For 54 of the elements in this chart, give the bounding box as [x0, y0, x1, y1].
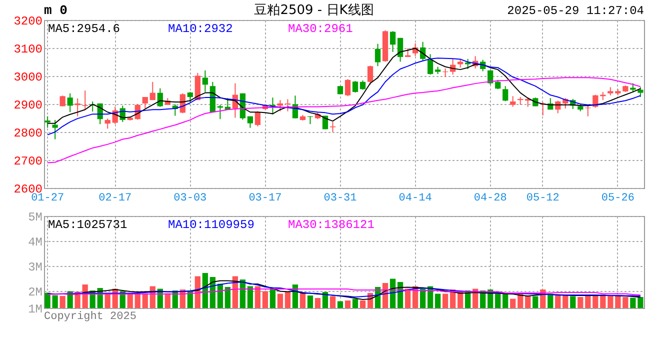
candlestick — [67, 92, 73, 113]
text: MA10:1109959 — [168, 218, 254, 232]
chart-subtitle: 2025-05-29 11:27:04 — [507, 4, 644, 18]
y-tick-label: 2800 — [14, 126, 42, 140]
candlestick — [510, 96, 516, 108]
candlestick — [344, 78, 351, 97]
candlestick — [638, 86, 644, 98]
text: Copyright 2025 — [44, 311, 136, 323]
candlestick — [427, 54, 434, 76]
text: MA5:2954.6 — [48, 22, 120, 36]
text: MA30:1386121 — [288, 218, 374, 232]
x-tick-label: 03-17 — [248, 192, 282, 204]
y-tick-label: 2900 — [14, 98, 42, 112]
y-tick-label: 1M — [28, 302, 42, 316]
candlestick — [82, 90, 88, 110]
candlestick — [150, 81, 156, 101]
line-series — [47, 58, 641, 136]
candlestick — [495, 79, 501, 90]
text: MA5:1025731 — [48, 218, 128, 232]
line-series — [47, 77, 641, 164]
text: MA10:2932 — [168, 22, 233, 36]
y-tick-label: 2M — [28, 286, 42, 300]
candlestick — [202, 70, 208, 92]
candlestick — [254, 110, 261, 127]
candlestick — [390, 30, 396, 52]
x-tick-label: 03-03 — [174, 192, 207, 204]
candlestick — [502, 86, 508, 102]
y-tick-label: 3000 — [14, 70, 42, 84]
candlestick — [374, 43, 381, 67]
y-tick-label: 3M — [28, 260, 42, 274]
x-tick-label: 02-17 — [98, 192, 132, 204]
candlestick — [187, 91, 193, 103]
y-tick-label: 5M — [28, 210, 42, 224]
x-tick-label: 04-14 — [398, 192, 432, 204]
x-tick-label: 04-28 — [474, 192, 507, 204]
candlestick — [217, 104, 223, 120]
candlestick — [142, 96, 148, 109]
candlestick — [104, 118, 110, 130]
y-tick-label: 3200 — [14, 14, 42, 28]
chart-title: 豆粕2509 - 日K线图 — [254, 3, 374, 18]
x-tick-label: 05-12 — [526, 192, 560, 204]
y-tick-label: 2700 — [14, 154, 42, 168]
candlestick — [44, 116, 50, 128]
x-tick-label: 05-26 — [601, 192, 634, 204]
candlestick — [352, 80, 358, 94]
text: MA30:2961 — [288, 22, 353, 36]
candlestick — [367, 65, 374, 86]
x-tick-label: 03-31 — [324, 192, 358, 204]
candlestick — [52, 119, 58, 140]
candlestick — [360, 80, 366, 90]
candlestick — [397, 37, 404, 62]
y-tick-label: 3100 — [14, 42, 42, 56]
text: m 0 — [44, 3, 68, 18]
y-tick-label: 4M — [28, 236, 42, 250]
